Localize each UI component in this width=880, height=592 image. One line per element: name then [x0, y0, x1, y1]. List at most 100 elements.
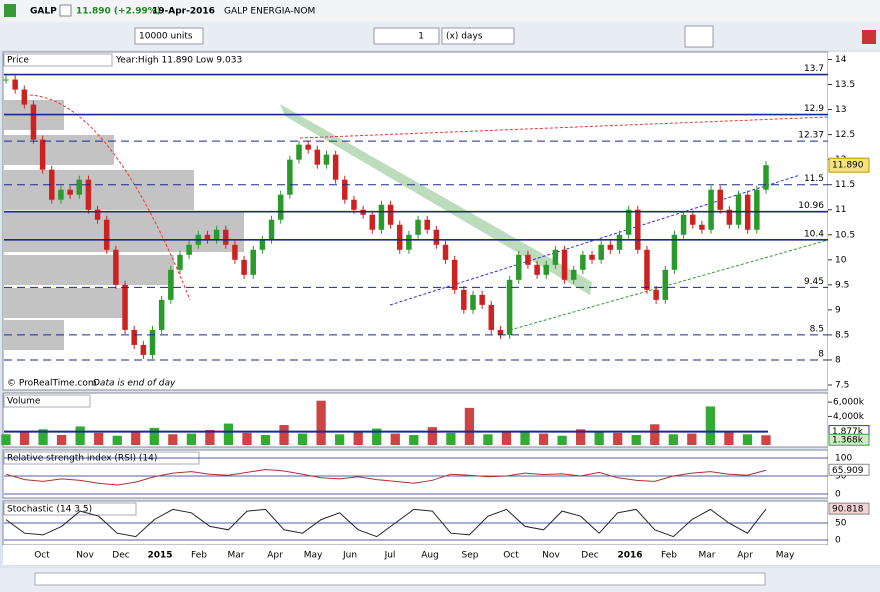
level-label: 13.7: [804, 64, 824, 74]
y-tick-label: 100: [835, 454, 852, 464]
candle: [699, 224, 705, 230]
volume-bar: [631, 435, 641, 445]
volume-bar: [390, 433, 400, 445]
candle: [122, 284, 128, 330]
volume-bar: [705, 406, 716, 445]
volume-bar: [427, 427, 437, 445]
x-tick-label: Apr: [267, 551, 283, 561]
candle: [351, 199, 357, 210]
volume-bar: [168, 434, 178, 445]
candle: [85, 179, 92, 210]
scrollbar[interactable]: [34, 572, 766, 586]
candle: [268, 219, 275, 240]
y-tick-label: 10: [835, 255, 847, 265]
x-tick-label: Feb: [661, 551, 677, 561]
candle: [726, 209, 733, 225]
level-label: 8: [818, 349, 824, 359]
x-tick-label: Mar: [699, 551, 716, 561]
candle: [296, 144, 302, 160]
candle: [479, 294, 485, 305]
volume-bar: [687, 433, 697, 445]
candle: [3, 79, 9, 81]
x-tick-label: Sep: [462, 551, 479, 561]
x-tick-label: Mar: [228, 551, 245, 561]
x-tick-label: Nov: [542, 551, 560, 561]
candle: [625, 209, 632, 235]
volume-bar: [668, 434, 678, 445]
trend-line: [509, 239, 829, 331]
volume-bar: [38, 429, 48, 445]
x-tick-label: May: [304, 551, 323, 561]
value-box: [828, 463, 870, 476]
volume-bar: [520, 430, 530, 445]
y-tick-label: 7.5: [835, 380, 849, 390]
candle: [378, 204, 385, 230]
candle: [259, 239, 266, 250]
candle: [754, 189, 760, 230]
candle: [131, 329, 137, 345]
period-count-input[interactable]: [373, 27, 440, 45]
candle: [497, 329, 504, 335]
x-tick-label: Jul: [384, 551, 396, 561]
x-tick-label: 2015: [147, 551, 172, 561]
volume-bar: [761, 435, 771, 445]
close-button[interactable]: [862, 30, 876, 44]
volume-bar: [557, 435, 567, 445]
period-unit-select[interactable]: [441, 27, 515, 45]
candle: [387, 204, 394, 225]
value-box: [828, 502, 870, 515]
volume-bar: [538, 433, 549, 445]
level-label: 8.5: [810, 324, 824, 334]
price-title: Price: [7, 56, 29, 66]
level-label: 10.4: [804, 229, 824, 239]
y-tick-label: 13.5: [835, 80, 855, 90]
y-tick-label: 50: [835, 472, 847, 482]
volume-bar: [260, 435, 271, 445]
volume-bar: [335, 434, 345, 445]
instrument-name: GALP ENERGIA-NOM: [224, 7, 315, 17]
candle: [58, 189, 64, 200]
candle: [168, 269, 174, 300]
volume-bar: [56, 435, 67, 445]
channel: [280, 104, 592, 295]
volume-bar: [409, 435, 419, 445]
volume-bar: [576, 429, 586, 445]
candle: [607, 244, 614, 250]
candle: [451, 259, 458, 290]
value-box: [828, 433, 870, 446]
candle: [708, 189, 714, 230]
panel-header: [3, 502, 137, 516]
y-tick-label: 11: [835, 205, 846, 215]
candle: [552, 249, 559, 265]
candle: [213, 229, 220, 240]
candle: [332, 154, 339, 180]
volume-bar: [353, 432, 363, 445]
candle: [287, 159, 293, 195]
last-value: 65.909: [832, 466, 864, 476]
units-select[interactable]: [134, 27, 204, 45]
candle: [543, 264, 549, 275]
volume-bar: [724, 432, 734, 445]
candle: [717, 189, 723, 210]
candle: [305, 144, 311, 150]
chart-type-button[interactable]: [684, 25, 714, 48]
volume-last-label: 1.368k: [832, 436, 864, 446]
candle: [158, 299, 165, 330]
arc-line: [29, 94, 191, 301]
info-icon[interactable]: [59, 4, 72, 17]
y-tick-label: 8: [835, 355, 841, 365]
candle: [140, 344, 147, 355]
candle: [149, 329, 156, 355]
candle: [516, 254, 522, 280]
y-tick-label: 13: [835, 105, 846, 115]
candle: [342, 179, 348, 200]
level-label: 9.45: [804, 277, 824, 287]
candle: [671, 234, 678, 270]
profile-bar: [4, 255, 174, 285]
volume-bar: [242, 432, 252, 445]
volume-bar: [316, 400, 326, 445]
volume-bar: [19, 432, 30, 445]
volume-bar: [446, 432, 456, 445]
volume-bar: [464, 407, 475, 445]
